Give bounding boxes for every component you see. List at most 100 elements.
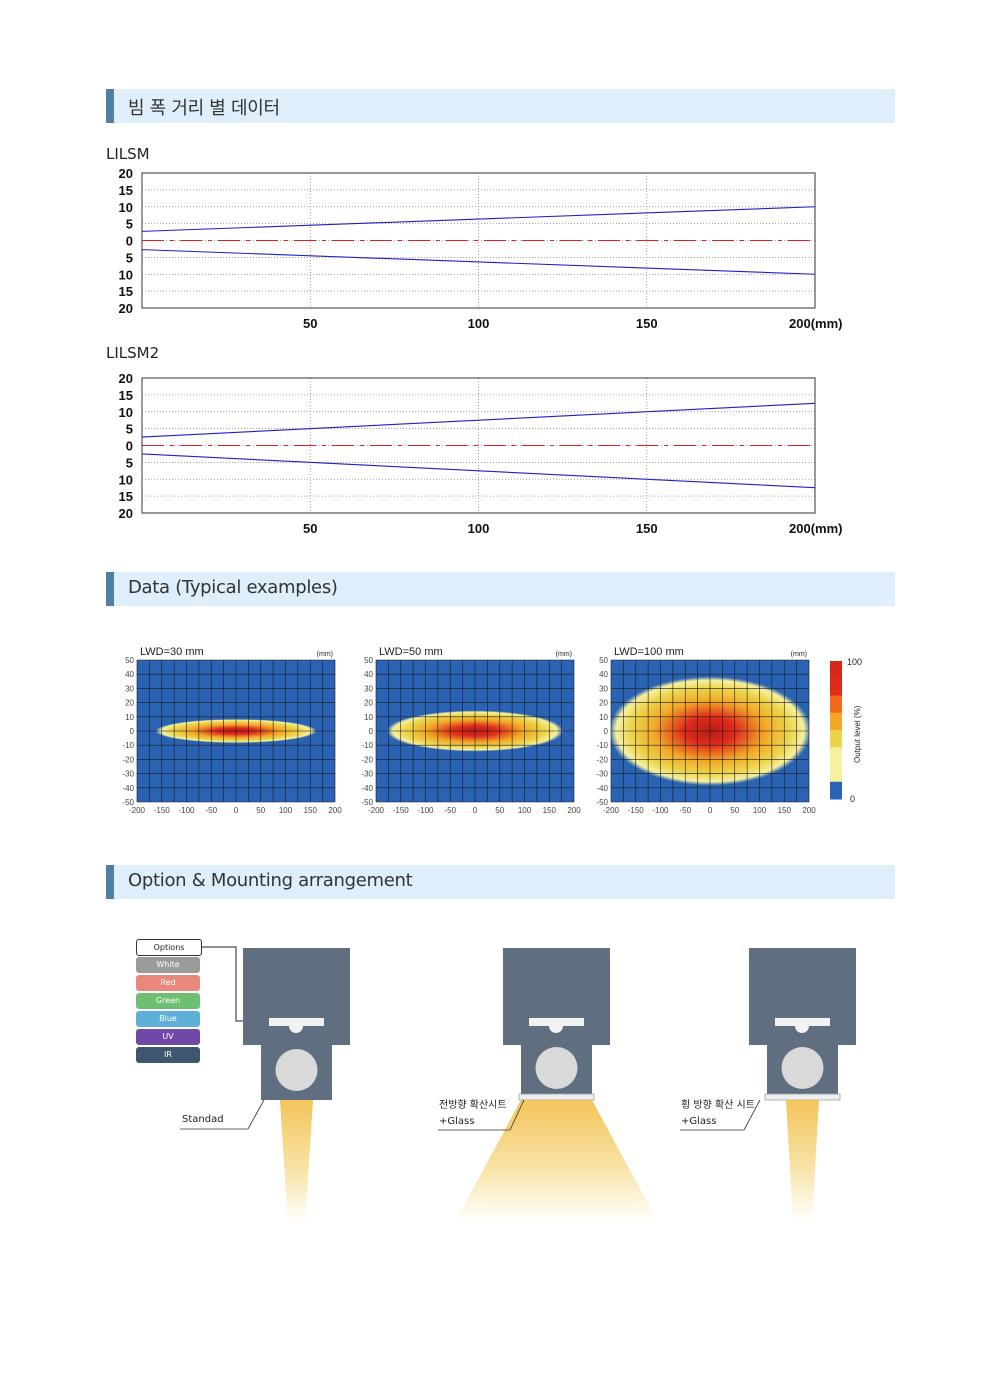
y-tick-label: 5 <box>126 422 133 437</box>
colorbar-max-label: 100 <box>847 657 862 667</box>
heatmap-y-tick: -10 <box>596 741 608 750</box>
heatmap-x-tick: 100 <box>518 806 532 815</box>
label-standard: Standad <box>182 1114 224 1125</box>
beam-wide <box>455 1100 658 1222</box>
light-window <box>529 1018 584 1026</box>
heatmap-x-tick: 0 <box>708 806 713 815</box>
colorbar-segment <box>830 678 842 696</box>
heatmap-title: LWD=100 mm <box>614 646 684 658</box>
heatmap-y-tick: -40 <box>122 784 134 793</box>
heatmap-x-tick: 150 <box>778 806 792 815</box>
lens-circle <box>275 1049 318 1091</box>
callout-line-standard <box>180 1099 265 1130</box>
heatmap-y-tick: -20 <box>122 755 134 764</box>
section-accent-bar <box>106 865 114 899</box>
heatmap-x-tick: 0 <box>473 806 478 815</box>
heatmap-title: LWD=30 mm <box>140 646 204 658</box>
colorbar-axis-label: Output level (%) <box>853 705 862 763</box>
y-tick-label: 10 <box>119 472 133 487</box>
heatmap-x-tick: -150 <box>393 806 410 815</box>
heatmap-x-tick: 100 <box>753 806 767 815</box>
heatmap-x-tick: -50 <box>444 806 456 815</box>
heatmap-y-tick: 0 <box>369 727 374 736</box>
heatmap-y-tick: -50 <box>361 798 373 807</box>
section-header-data: Data (Typical examples) <box>106 572 895 606</box>
heatmap-y-tick: 40 <box>599 670 608 679</box>
heatmap-x-tick: -150 <box>628 806 645 815</box>
options-title-box: Options <box>136 939 202 956</box>
section-header-beam-width: 빔 폭 거리 별 데이터 <box>106 89 895 123</box>
beam-narrow <box>280 1100 313 1225</box>
heatmap-x-tick: 0 <box>234 806 239 815</box>
lens-notch <box>549 1026 563 1033</box>
heatmap-x-tick: 200 <box>567 806 581 815</box>
y-tick-label: 10 <box>119 267 133 282</box>
heatmap-y-tick: 10 <box>599 713 608 722</box>
heatmap-y-tick: 10 <box>125 713 134 722</box>
heatmap-unit: (mm) <box>556 651 572 658</box>
heatmap-y-tick: -10 <box>122 741 134 750</box>
heatmap-x-tick: -200 <box>129 806 146 815</box>
lens-notch <box>289 1026 303 1033</box>
series-line-0 <box>141 206 816 232</box>
colorbar-segment <box>830 764 842 783</box>
heatmap-y-tick: -40 <box>361 784 373 793</box>
chart-title-lilsm2: LILSM2 <box>106 344 160 362</box>
light-unit-front-diffuse <box>455 948 658 1222</box>
colorbar-segment <box>830 695 842 714</box>
heatmap-y-tick: 30 <box>125 684 134 693</box>
diffuser-sheet <box>764 1093 841 1101</box>
callout-line-side <box>680 1099 761 1131</box>
y-tick-label: 5 <box>126 217 133 232</box>
heatmap-y-tick: 40 <box>364 670 373 679</box>
heatmap-y-tick: 0 <box>604 727 609 736</box>
heatmap-x-tick: 200 <box>802 806 816 815</box>
y-tick-label: 15 <box>119 284 133 299</box>
x-tick-label: 200(mm) <box>789 521 842 536</box>
y-tick-label: 20 <box>119 506 133 521</box>
heatmap-x-tick: -50 <box>205 806 217 815</box>
y-tick-label: 15 <box>119 489 133 504</box>
y-tick-label: 5 <box>126 455 133 470</box>
heatmap-y-tick: 10 <box>364 713 373 722</box>
light-window <box>269 1018 324 1026</box>
heatmap-y-tick: 40 <box>125 670 134 679</box>
y-tick-label: 15 <box>119 388 133 403</box>
heatmap-x-tick: -150 <box>154 806 171 815</box>
x-tick-label: 100 <box>468 521 490 536</box>
y-tick-label: 0 <box>126 439 133 454</box>
heatmap-y-tick: -30 <box>596 770 608 779</box>
heatmap-y-tick: 20 <box>125 699 134 708</box>
series-line-0 <box>141 402 816 438</box>
heatmap-y-tick: -30 <box>122 770 134 779</box>
label-front-diffuse-2: +Glass <box>439 1116 475 1127</box>
heatmap-y-tick: -20 <box>361 755 373 764</box>
heatmap-unit: (mm) <box>317 651 333 658</box>
heatmap-y-tick: -50 <box>122 798 134 807</box>
series-line-1 <box>141 453 816 489</box>
chart-title-lilsm: LILSM <box>106 145 150 163</box>
heatmap-x-tick: -50 <box>679 806 691 815</box>
colorbar-segment <box>830 781 842 800</box>
y-tick-label: 10 <box>119 200 133 215</box>
heatmap-x-tick: 100 <box>279 806 293 815</box>
x-tick-label: 50 <box>303 316 317 331</box>
callout-line-front <box>438 1099 525 1131</box>
heatmap-y-tick: 30 <box>599 684 608 693</box>
section-accent-bar <box>106 572 114 606</box>
label-front-diffuse-1: 전방향 확산시트 <box>439 1100 507 1111</box>
option-blue: Blue <box>136 1011 200 1027</box>
light-window <box>775 1018 830 1026</box>
heatmap-x-tick: -100 <box>417 806 434 815</box>
y-tick-label: 10 <box>119 405 133 420</box>
heatmap-x-tick: -100 <box>178 806 195 815</box>
mounting-diagram <box>180 946 856 1225</box>
section-title: Option & Mounting arrangement <box>128 870 413 891</box>
light-unit-side-diffuse <box>749 948 856 1222</box>
x-tick-label: 150 <box>636 521 658 536</box>
section-title: Data (Typical examples) <box>128 577 338 598</box>
lens-circle <box>781 1047 824 1089</box>
section-title: 빔 폭 거리 별 데이터 <box>128 98 280 119</box>
section-header-option: Option & Mounting arrangement <box>106 865 895 899</box>
